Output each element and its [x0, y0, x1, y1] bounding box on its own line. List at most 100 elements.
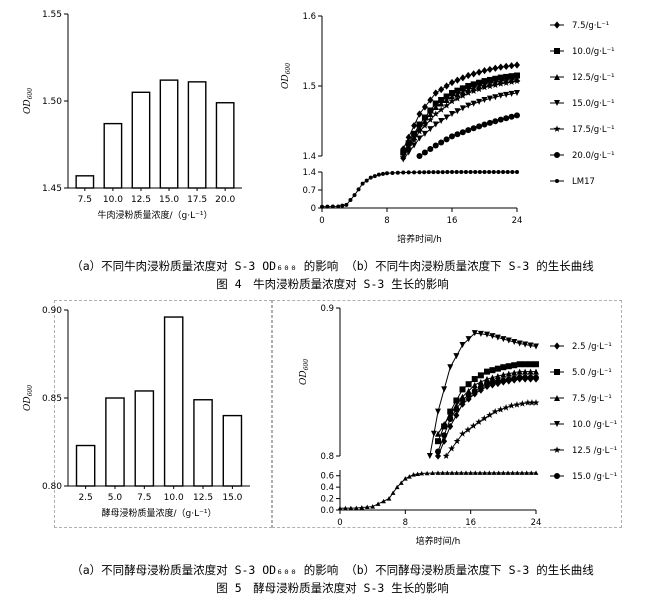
fig5b-series-point: [508, 402, 515, 409]
fig4b-legend-label: 17.5/g·L⁻¹: [572, 125, 615, 135]
fig5a-bar: [222, 414, 243, 487]
fig4b-series-point: [443, 102, 451, 109]
fig5b-x-axis-label: 培养时间/h: [416, 535, 461, 547]
fig5b-series-point: [447, 364, 454, 371]
fig4b-series-point: [508, 90, 515, 97]
fig5b-series-point: [484, 331, 490, 338]
fig4b-series-point: [390, 171, 395, 176]
fig5b-series-point: [516, 361, 523, 368]
fig5b-series-point: [533, 343, 539, 350]
fig4b-legend-label: 7.5/g·L⁻¹: [572, 21, 609, 31]
fig4b-y-tick-label-upper: 1.6: [302, 12, 316, 22]
fig4b-series-point: [459, 85, 466, 92]
fig4b-legend-label: 10.0/g·L⁻¹: [572, 47, 615, 57]
fig4b-legend-marker: [555, 179, 559, 183]
fig4b-series-point: [454, 91, 461, 98]
fig5b-series-point: [441, 432, 448, 439]
fig4b-series-point: [443, 93, 450, 100]
fig5b-series-point: [486, 470, 492, 475]
fig5b-series-point: [522, 374, 529, 381]
fig5b-series-point: [522, 341, 529, 348]
fig4b-series-point: [449, 90, 455, 96]
fig4a-y-tick-label: 1.55: [42, 10, 62, 20]
fig4b-series-point: [401, 170, 406, 175]
fig5b-series-point: [465, 336, 472, 343]
fig5b-series-point: [516, 374, 523, 381]
fig4b-series-point: [344, 202, 349, 207]
fig5b-series-point: [527, 361, 534, 368]
fig5b-series-point: [491, 470, 497, 475]
fig4b-series-point: [356, 187, 361, 192]
fig5b-series-point: [441, 386, 448, 393]
fig4b-series-point: [432, 104, 439, 110]
fig5b-legend-label: 7.5 /g·L⁻¹: [572, 394, 612, 404]
fig5b-y-tick-label-lower: 0.0: [320, 506, 334, 516]
fig4b-x-tick-label: 24: [512, 216, 523, 226]
fig4b-series-point: [320, 204, 324, 209]
fig4b-series-point: [492, 94, 499, 101]
fig5b-plot: 0.8 0.9 0.00.2 0.40.6 0 8 16 24: [320, 304, 541, 528]
fig5a-x-tick-label: 2.5: [78, 493, 92, 503]
fig5b-series-point: [477, 384, 484, 391]
fig4b-series-point: [487, 170, 492, 174]
fig4b-series-point: [432, 89, 439, 97]
fig5b-series-point: [459, 386, 466, 393]
fig5a-bar: [193, 399, 213, 487]
fig4a-bar-chart: 1.45 1.50 1.55 7.5 10.0 12.5 15.0 17.5 20.0 OD600…: [23, 10, 242, 221]
fig5a-bar: [75, 444, 96, 487]
fig4b-growth-curve-chart: 1.4 1.5 1.6 0 0.7 1.4 0 8 16 24 OD600 培养时间/h 7.5/g·L…: [281, 12, 615, 245]
fig5-sub-caption: （a）不同酵母浸粉质量浓度对 S-3 OD₆₀₀ 的影响 （b）不同酵母浸粉质量…: [71, 563, 594, 577]
fig5b-series-point: [484, 380, 490, 387]
fig5b-series-point: [348, 505, 354, 511]
fig4b-series-point: [412, 170, 417, 175]
fig4b-series-point: [427, 126, 434, 133]
fig5b-legend-marker: [554, 421, 560, 427]
fig4a-x-tick-label: 17.5: [187, 195, 207, 205]
fig5b-series-point: [465, 387, 472, 394]
fig5b-series-point: [477, 330, 484, 337]
fig5b-series-point: [435, 408, 441, 415]
fig5b-series-point: [533, 470, 539, 475]
fig4a-x-axis-label: 牛肉浸粉质量浓度/（g·L⁻¹）: [98, 209, 213, 221]
fig4a-x-tick-label: 12.5: [131, 195, 151, 205]
fig4b-series-point: [492, 118, 499, 125]
fig4a-plot: 1.45 1.50 1.55 7.5 10.0 12.5 15.0 17.5 20.0: [42, 10, 242, 205]
fig4b-series-point: [427, 111, 434, 117]
fig5b-series-point: [430, 430, 437, 437]
fig4b-series-point: [514, 61, 520, 69]
fig4b-series-point: [514, 90, 520, 96]
fig5b-y-tick-label-upper: 0.8: [320, 452, 334, 462]
fig4b-series-point: [400, 156, 407, 163]
fig4b-series-point: [459, 129, 466, 136]
fig5b-series-point: [511, 375, 518, 382]
fig5b-series-point: [424, 470, 430, 476]
fig4b-series-point: [515, 170, 519, 174]
fig4b-series-point: [421, 122, 429, 129]
fig5b-series-point: [415, 471, 420, 476]
fig5b-series-point: [472, 470, 478, 475]
fig4b-series-point: [492, 64, 499, 72]
fig5b-y-tick-label-lower: 0.4: [320, 483, 334, 493]
fig4b-series-point: [497, 92, 504, 99]
fig5b-y-axis-label: OD600: [299, 359, 310, 385]
fig5a-bar: [105, 397, 125, 487]
fig4b-series-point: [416, 110, 423, 118]
fig5b-growth-curve-chart: 0.8 0.9 0.00.2 0.40.6 0 8 16 24 OD600 培养时间/h 2.5 /…: [299, 304, 617, 547]
fig5b-series-point: [516, 368, 523, 375]
fig5b-series-point: [484, 368, 490, 375]
fig5b-series-point: [453, 406, 460, 413]
fig5b-series-point: [426, 453, 433, 459]
fig5a-bar: [134, 390, 155, 487]
fig4b-series-point: [459, 74, 466, 82]
fig4b-series-point: [443, 114, 450, 121]
fig4b-x-axis-label: 培养时间/h: [397, 233, 442, 245]
fig4b-series-point: [421, 130, 428, 137]
fig5-main-caption: 图 5 酵母浸粉质量浓度对 S-3 生长的影响: [216, 581, 449, 595]
fig4b-series-point: [336, 204, 341, 209]
fig5b-series-point: [516, 340, 523, 347]
fig4b-series-point: [426, 170, 431, 175]
fig4b-series-point: [449, 111, 455, 117]
fig4b-series-point: [503, 91, 510, 98]
fig5b-series-point: [411, 472, 416, 477]
fig4b-series-point: [438, 97, 445, 103]
